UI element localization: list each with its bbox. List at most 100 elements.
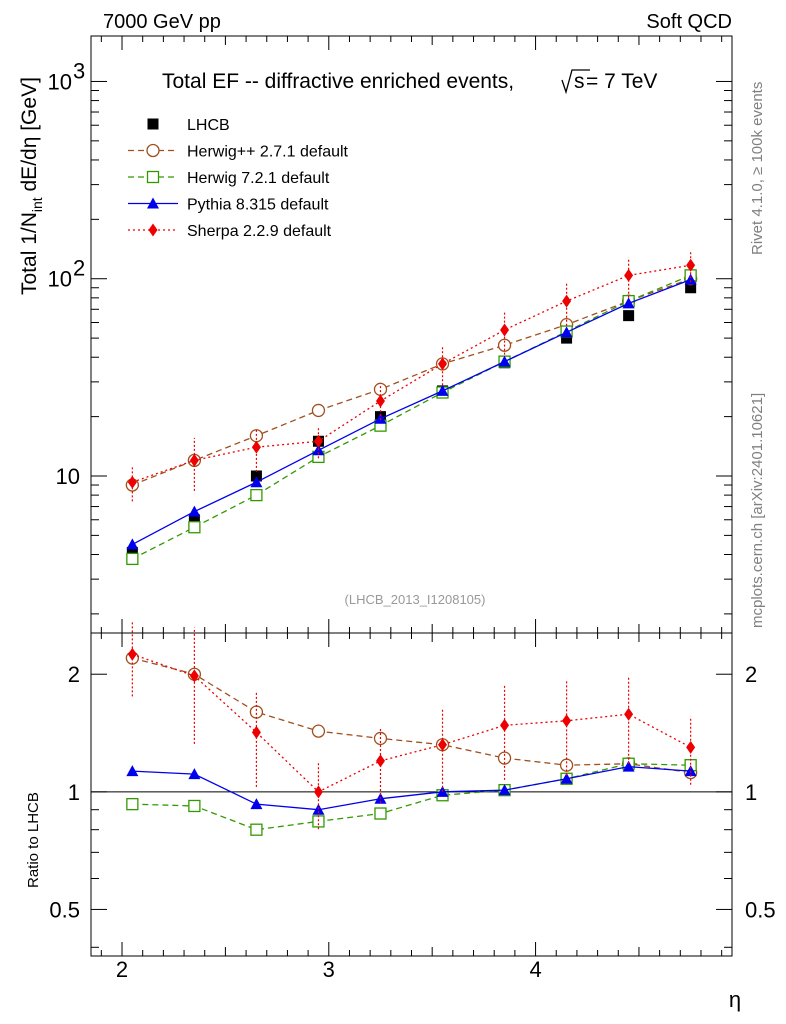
x-tick-label: 3 <box>323 957 335 982</box>
herwig-7-2-1-default-ratio-point <box>188 799 201 813</box>
y-axis-label-suffix: dE/dη [GeV] <box>18 77 41 197</box>
herwig-2-7-1-default-point <box>373 382 388 396</box>
sherpa-2-2-9-default-point <box>624 268 634 282</box>
sherpa-2-2-9-default-ratio-point <box>624 707 634 721</box>
side-label-rivet: Rivet 4.1.0, ≥ 100k events <box>749 82 766 255</box>
y-axis-label-prefix: Total 1/N <box>18 212 41 295</box>
pythia-8-315-default-ratio-point <box>188 768 201 780</box>
pythia-8-315-default-ratio-line <box>132 765 691 811</box>
pythia-8-315-default-point <box>436 384 449 396</box>
side-label-mcplots: mcplots.cern.ch [arXiv:2401.10621] <box>749 393 766 628</box>
main-series-group <box>125 251 698 566</box>
plot-title-text: Total EF -- diffractive enriched events, <box>162 70 514 93</box>
pythia-8-315-default-point <box>126 538 139 550</box>
x-axis-label: η <box>729 987 741 1012</box>
sherpa-2-2-9-default-ratio-point <box>313 785 323 799</box>
legend-marker-herwig-2-7-1-default <box>146 143 160 158</box>
sherpa-2-2-9-default-point <box>438 357 448 371</box>
ratio-tick-label-right: 1 <box>745 780 757 805</box>
herwig-2-7-1-default-point <box>311 403 326 418</box>
sherpa-2-2-9-default-line <box>132 264 691 483</box>
ratio-series-group <box>125 620 698 836</box>
plot-title-energy: = 7 TeV <box>586 70 657 93</box>
pythia-8-315-default-point <box>250 476 263 488</box>
pythia-8-315-default-ratio-point <box>684 765 697 777</box>
pythia-8-315-default-ratio-point <box>498 784 511 796</box>
x-tick-label: 2 <box>116 957 128 982</box>
herwig-2-7-1-default-ratio-point <box>311 724 326 738</box>
pythia-8-315-default-ratio-point <box>560 772 573 784</box>
sqrt-symbol-icon <box>561 69 590 95</box>
sherpa-2-2-9-default-point <box>375 394 385 408</box>
y-tick-label: 10 <box>48 267 72 292</box>
herwig-7-2-1-default-ratio-line <box>132 763 691 831</box>
herwig-7-2-1-default-ratio-point <box>250 823 263 836</box>
sherpa-2-2-9-default-point <box>313 434 323 448</box>
sherpa-2-2-9-default-ratio-line <box>132 653 691 793</box>
legend-label-pythia-8-315-default: Pythia 8.315 default <box>187 197 329 214</box>
sherpa-2-2-9-default-ratio-point <box>438 738 448 752</box>
lhcb-point <box>126 546 138 558</box>
pythia-8-315-default-point <box>498 355 511 367</box>
sherpa-2-2-9-default-ratio-point <box>686 740 696 754</box>
ratio-tick-label: 0.5 <box>49 897 80 922</box>
sherpa-2-2-9-default-point <box>562 294 572 308</box>
y-tick-label: 10 <box>56 464 80 489</box>
ratio-axis-label: Ratio to LHCB <box>25 792 42 888</box>
ratio-tick-label-right: 0.5 <box>745 897 776 922</box>
sherpa-2-2-9-default-point <box>686 258 696 272</box>
y-tick-exponent: 3 <box>73 58 85 83</box>
y-tick-label: 10 <box>48 69 72 94</box>
plot-title: Total EF -- diffractive enriched events,… <box>162 69 657 95</box>
sherpa-2-2-9-default-point <box>500 323 510 337</box>
svg-text:Total 1/Nint dE/dη [GeV]: Total 1/Nint dE/dη [GeV] <box>18 77 45 295</box>
pythia-8-315-default-ratio-point <box>126 765 139 777</box>
y-axis-label-sub: int <box>29 197 45 212</box>
axis-ticks <box>91 36 732 956</box>
pythia-8-315-default-line <box>132 278 691 545</box>
sherpa-2-2-9-default-point <box>189 453 199 467</box>
sherpa-2-2-9-default-ratio-point <box>562 714 572 728</box>
herwig-2-7-1-default-line <box>132 278 691 486</box>
sherpa-2-2-9-default-point <box>251 440 261 454</box>
sherpa-2-2-9-default-ratio-point <box>189 669 199 683</box>
sherpa-2-2-9-default-ratio-point <box>127 647 137 661</box>
sherpa-2-2-9-default-ratio-point <box>500 718 510 732</box>
pythia-8-315-default-point <box>560 326 573 338</box>
x-tick-label: 4 <box>529 957 541 982</box>
plot-title-sqrt: s <box>574 70 585 93</box>
sherpa-2-2-9-default-ratio-point <box>375 754 385 768</box>
lhcb-point <box>188 514 200 526</box>
legend-label-herwig-2-7-1-default: Herwig++ 2.7.1 default <box>187 144 349 161</box>
legend-label-herwig-7-2-1-default: Herwig 7.2.1 default <box>187 170 330 187</box>
pythia-8-315-default-ratio-point <box>622 760 635 772</box>
herwig-7-2-1-default-point <box>126 552 139 566</box>
legend: LHCB Herwig++ 2.7.1 default Herwig 7.2.1 d… <box>128 117 349 240</box>
herwig-7-2-1-default-point <box>250 488 263 502</box>
legend-label-sherpa-2-2-9-default: Sherpa 2.2.9 default <box>187 223 332 240</box>
pythia-8-315-default-point <box>188 505 201 517</box>
herwig-7-2-1-default-line <box>132 274 691 560</box>
ratio-tick-label: 2 <box>68 662 80 687</box>
legend-marker-sherpa-2-2-9-default <box>148 223 158 237</box>
ratio-tick-label: 1 <box>68 780 80 805</box>
herwig-7-2-1-default-point <box>188 521 201 534</box>
pythia-8-315-default-point <box>622 297 635 309</box>
lhcb-point <box>623 310 635 322</box>
header-right: Soft QCD <box>646 11 732 33</box>
y-tick-exponent: 2 <box>73 256 85 281</box>
sherpa-2-2-9-default-ratio-point <box>251 725 261 739</box>
legend-marker-pythia-8-315-default <box>147 197 159 209</box>
herwig-7-2-1-default-ratio-point <box>126 797 139 811</box>
ratio-tick-label-right: 2 <box>745 662 757 687</box>
lhcb-point <box>685 282 697 294</box>
lhcb-point <box>250 470 262 482</box>
sherpa-2-2-9-default-point <box>127 475 137 489</box>
ratio-plot-frame <box>90 632 733 957</box>
pythia-8-315-default-ratio-point <box>250 798 263 810</box>
pythia-8-315-default-point <box>684 273 697 285</box>
y-axis-label: Total 1/Nint dE/dη [GeV] <box>18 77 45 295</box>
lhcb-point <box>561 332 573 344</box>
